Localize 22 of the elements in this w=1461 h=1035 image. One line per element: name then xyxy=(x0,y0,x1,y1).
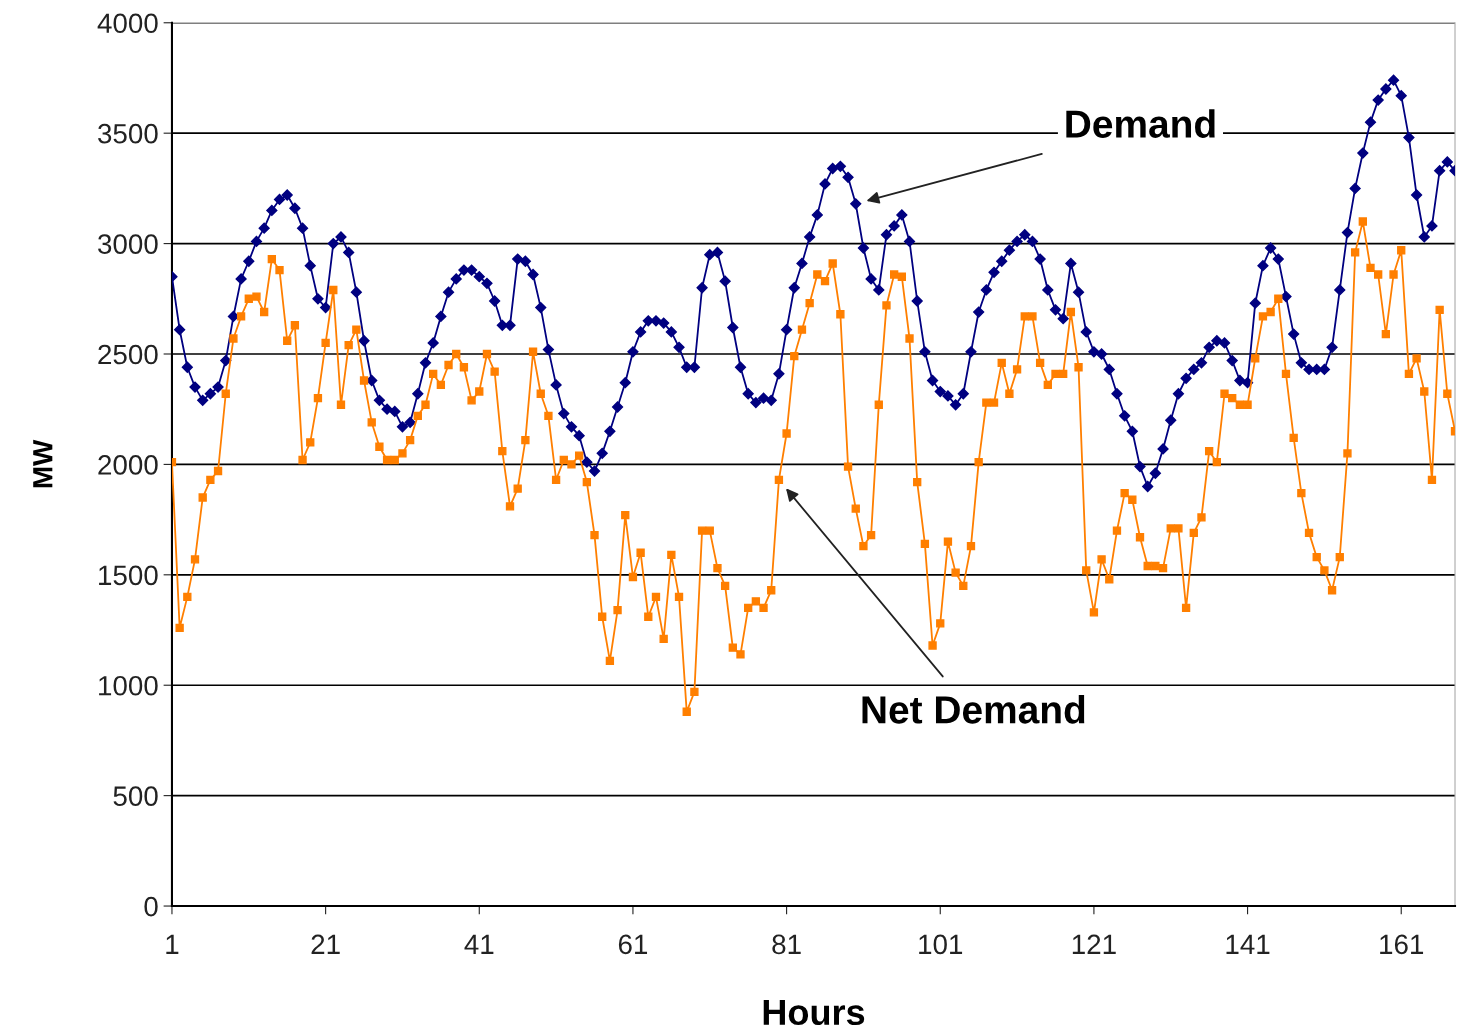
x-tick-label: 21 xyxy=(311,934,340,954)
text: Demand xyxy=(1066,109,1215,138)
x-tick-label: 141 xyxy=(1226,934,1270,954)
x-tick-label: 101 xyxy=(919,934,963,955)
x-tick-label: 121 xyxy=(1072,934,1116,954)
x-tick-label: 1 xyxy=(166,934,179,954)
y-tick-label: 500 xyxy=(113,786,158,806)
y-tick-label: 0 xyxy=(144,896,158,917)
y-axis-title: MW xyxy=(33,439,53,488)
y-tick-label: 3000 xyxy=(98,234,158,254)
x-axis-title: Hours xyxy=(763,999,865,1026)
x-tick-label: 61 xyxy=(618,934,648,955)
x-tick-label: 81 xyxy=(772,934,801,955)
series-label: Net Demand xyxy=(862,695,1085,724)
y-tick-label: 3500 xyxy=(98,123,158,144)
x-tick-label: 41 xyxy=(464,934,494,954)
y-tick-label: 1500 xyxy=(99,565,158,586)
y-tick-label: 2500 xyxy=(98,344,158,365)
x-tick-label: 161 xyxy=(1380,934,1424,955)
y-tick-label: 1000 xyxy=(99,675,158,696)
y-tick-label: 4000 xyxy=(97,13,158,34)
y-tick-label: 2000 xyxy=(98,455,158,475)
